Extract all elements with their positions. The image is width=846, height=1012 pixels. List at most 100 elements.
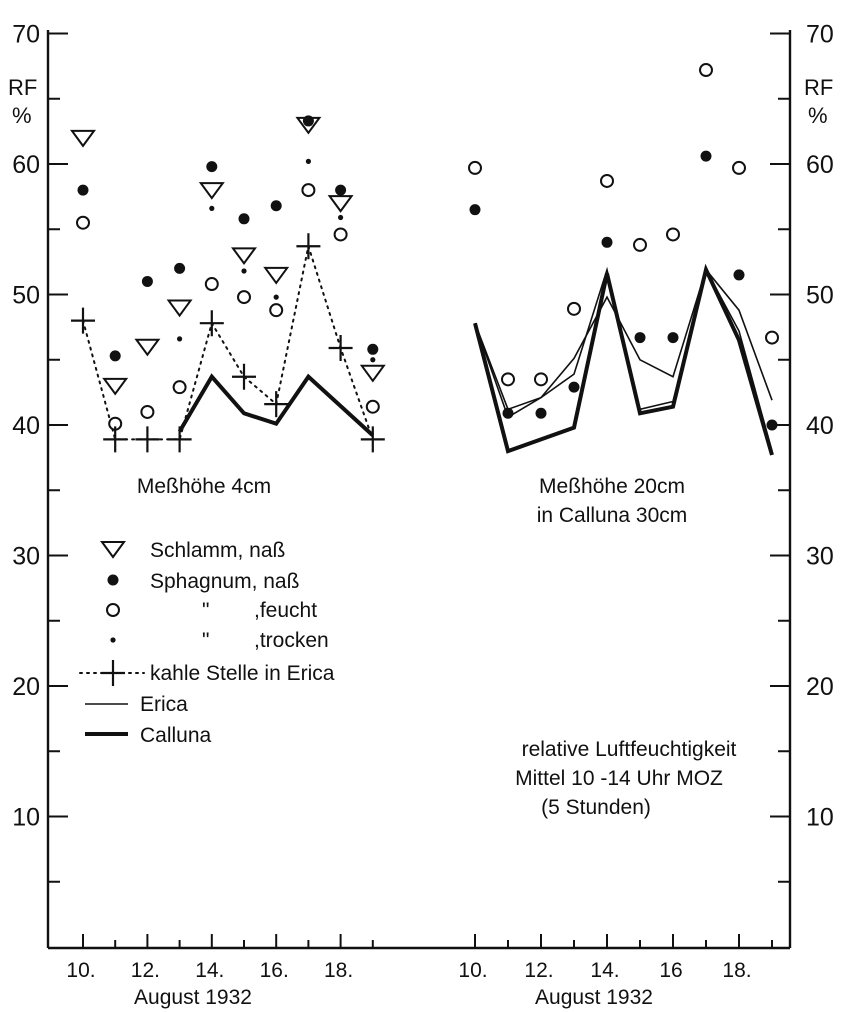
point-sph_feucht [633,237,647,252]
point-schlamm [166,299,193,318]
y-tick-label-left: 60 [12,151,40,179]
point-kahle [135,426,160,453]
point-sph_feucht [204,277,219,292]
series-line-calluna [473,263,774,456]
point-schlamm [263,266,290,285]
point-sph_trocken [209,205,215,211]
point-schlamm [70,129,96,148]
annotation-line1: relative Luftfeuchtigkeit [522,738,737,761]
point-sph_feucht [765,330,779,345]
point-sph_feucht [501,372,515,387]
point-sph_nass [77,184,89,196]
point-sph_nass [206,161,218,173]
panel-title-right-line1: Meßhöhe 20cm [539,475,685,498]
x-tick-label: 18. [324,959,353,982]
point-sph_feucht [468,160,482,175]
point-schlamm [198,182,225,200]
point-sph_trocken [305,158,311,164]
x-tick-label: 10. [66,959,95,982]
y-tick-label-right: 50 [806,282,834,310]
panel-title-left: Meßhöhe 4cm [137,475,271,498]
legend-marker-sph-feucht [106,603,120,617]
point-kahle [232,363,256,390]
x-axis-label: August 1932 [535,986,653,1009]
legend-label-sph-trocken: ,trocken [254,629,329,652]
legend-label-schlamm: Schlamm, naß [150,539,285,562]
x-tick-label: 14. [590,959,619,982]
legend-marker-sph-trocken [110,637,116,643]
legend-marker-kahle [101,660,125,686]
point-schlamm [359,364,386,383]
point-sph_trocken [370,357,376,363]
point-kahle [71,307,95,334]
point-kahle [328,335,353,362]
point-schlamm [134,338,161,357]
point-sph_feucht [172,380,187,395]
series-line-erica [474,268,773,411]
point-sph_feucht [237,290,251,305]
point-sph_nass [109,350,121,362]
point-sph_feucht [567,301,581,316]
legend-label-kahle: kahle Stelle in Erica [150,662,335,685]
series-line-calluna [177,373,375,437]
point-sph_nass [367,343,379,355]
y-tick-label-left: 40 [12,412,40,440]
point-kahle [167,426,192,453]
point-sph_feucht [666,227,680,242]
x-tick-label: 10. [458,959,487,982]
y-axis-label-left: RF [8,75,37,100]
legend-label-erica: Erica [140,693,188,716]
point-sph_nass [700,150,712,162]
point-sph_trocken [177,336,183,342]
point-sph_nass [335,184,347,196]
point-sph_feucht [600,173,614,188]
point-sph_nass [270,200,282,212]
point-sph_nass [141,275,153,287]
panel-title-right-line2: in Calluna 30cm [537,504,688,527]
point-sph_feucht [269,303,284,318]
x-tick-label: 12. [524,959,553,982]
point-sph_feucht [140,404,155,419]
point-kahle [199,310,224,337]
point-sph_nass [733,269,745,281]
x-tick-label: 18. [722,959,751,982]
y-tick-label-right: 60 [806,151,834,179]
point-sph_nass [667,332,679,344]
point-schlamm [231,247,257,266]
y-tick-label-left: 30 [12,543,40,571]
point-sph_feucht [333,227,348,242]
y-tick-label-left: 50 [12,282,40,310]
y-axis-label-right: RF [804,75,833,100]
point-kahle [296,233,321,260]
annotation-line2: Mittel 10 -14 Uhr MOZ [515,767,723,790]
y-tick-label-right: 40 [806,412,834,440]
point-sph_feucht [699,63,713,78]
point-sph_trocken [241,268,247,274]
point-schlamm [102,377,129,396]
point-kahle [360,426,385,453]
annotation-line3: (5 Stunden) [541,796,651,819]
point-sph_nass [634,332,646,344]
y-tick-label-left: 20 [12,673,40,701]
y-tick-label-right: 20 [806,673,834,701]
legend-label-sph-feucht: ,feucht [254,599,317,622]
y-tick-label-left: 10 [12,804,40,832]
legend-marker-schlamm [100,541,126,559]
point-sph_nass [601,236,613,248]
x-tick-label: 14. [195,959,224,982]
point-kahle [103,426,128,453]
point-schlamm [327,195,354,213]
point-sph_feucht [732,160,746,175]
y-tick-label-right: 70 [806,21,834,49]
y-tick-label-left: 70 [12,21,40,49]
point-kahle [264,391,289,418]
legend-marker-sph-nass [107,574,119,586]
point-sph_nass [766,419,778,431]
x-axis-label: August 1932 [134,986,252,1009]
y-tick-label-right: 30 [806,543,834,571]
legend-label-calluna: Calluna [140,724,212,747]
point-sph_nass [535,407,547,419]
point-sph_trocken [273,294,279,300]
x-tick-label: 16 [659,959,682,982]
